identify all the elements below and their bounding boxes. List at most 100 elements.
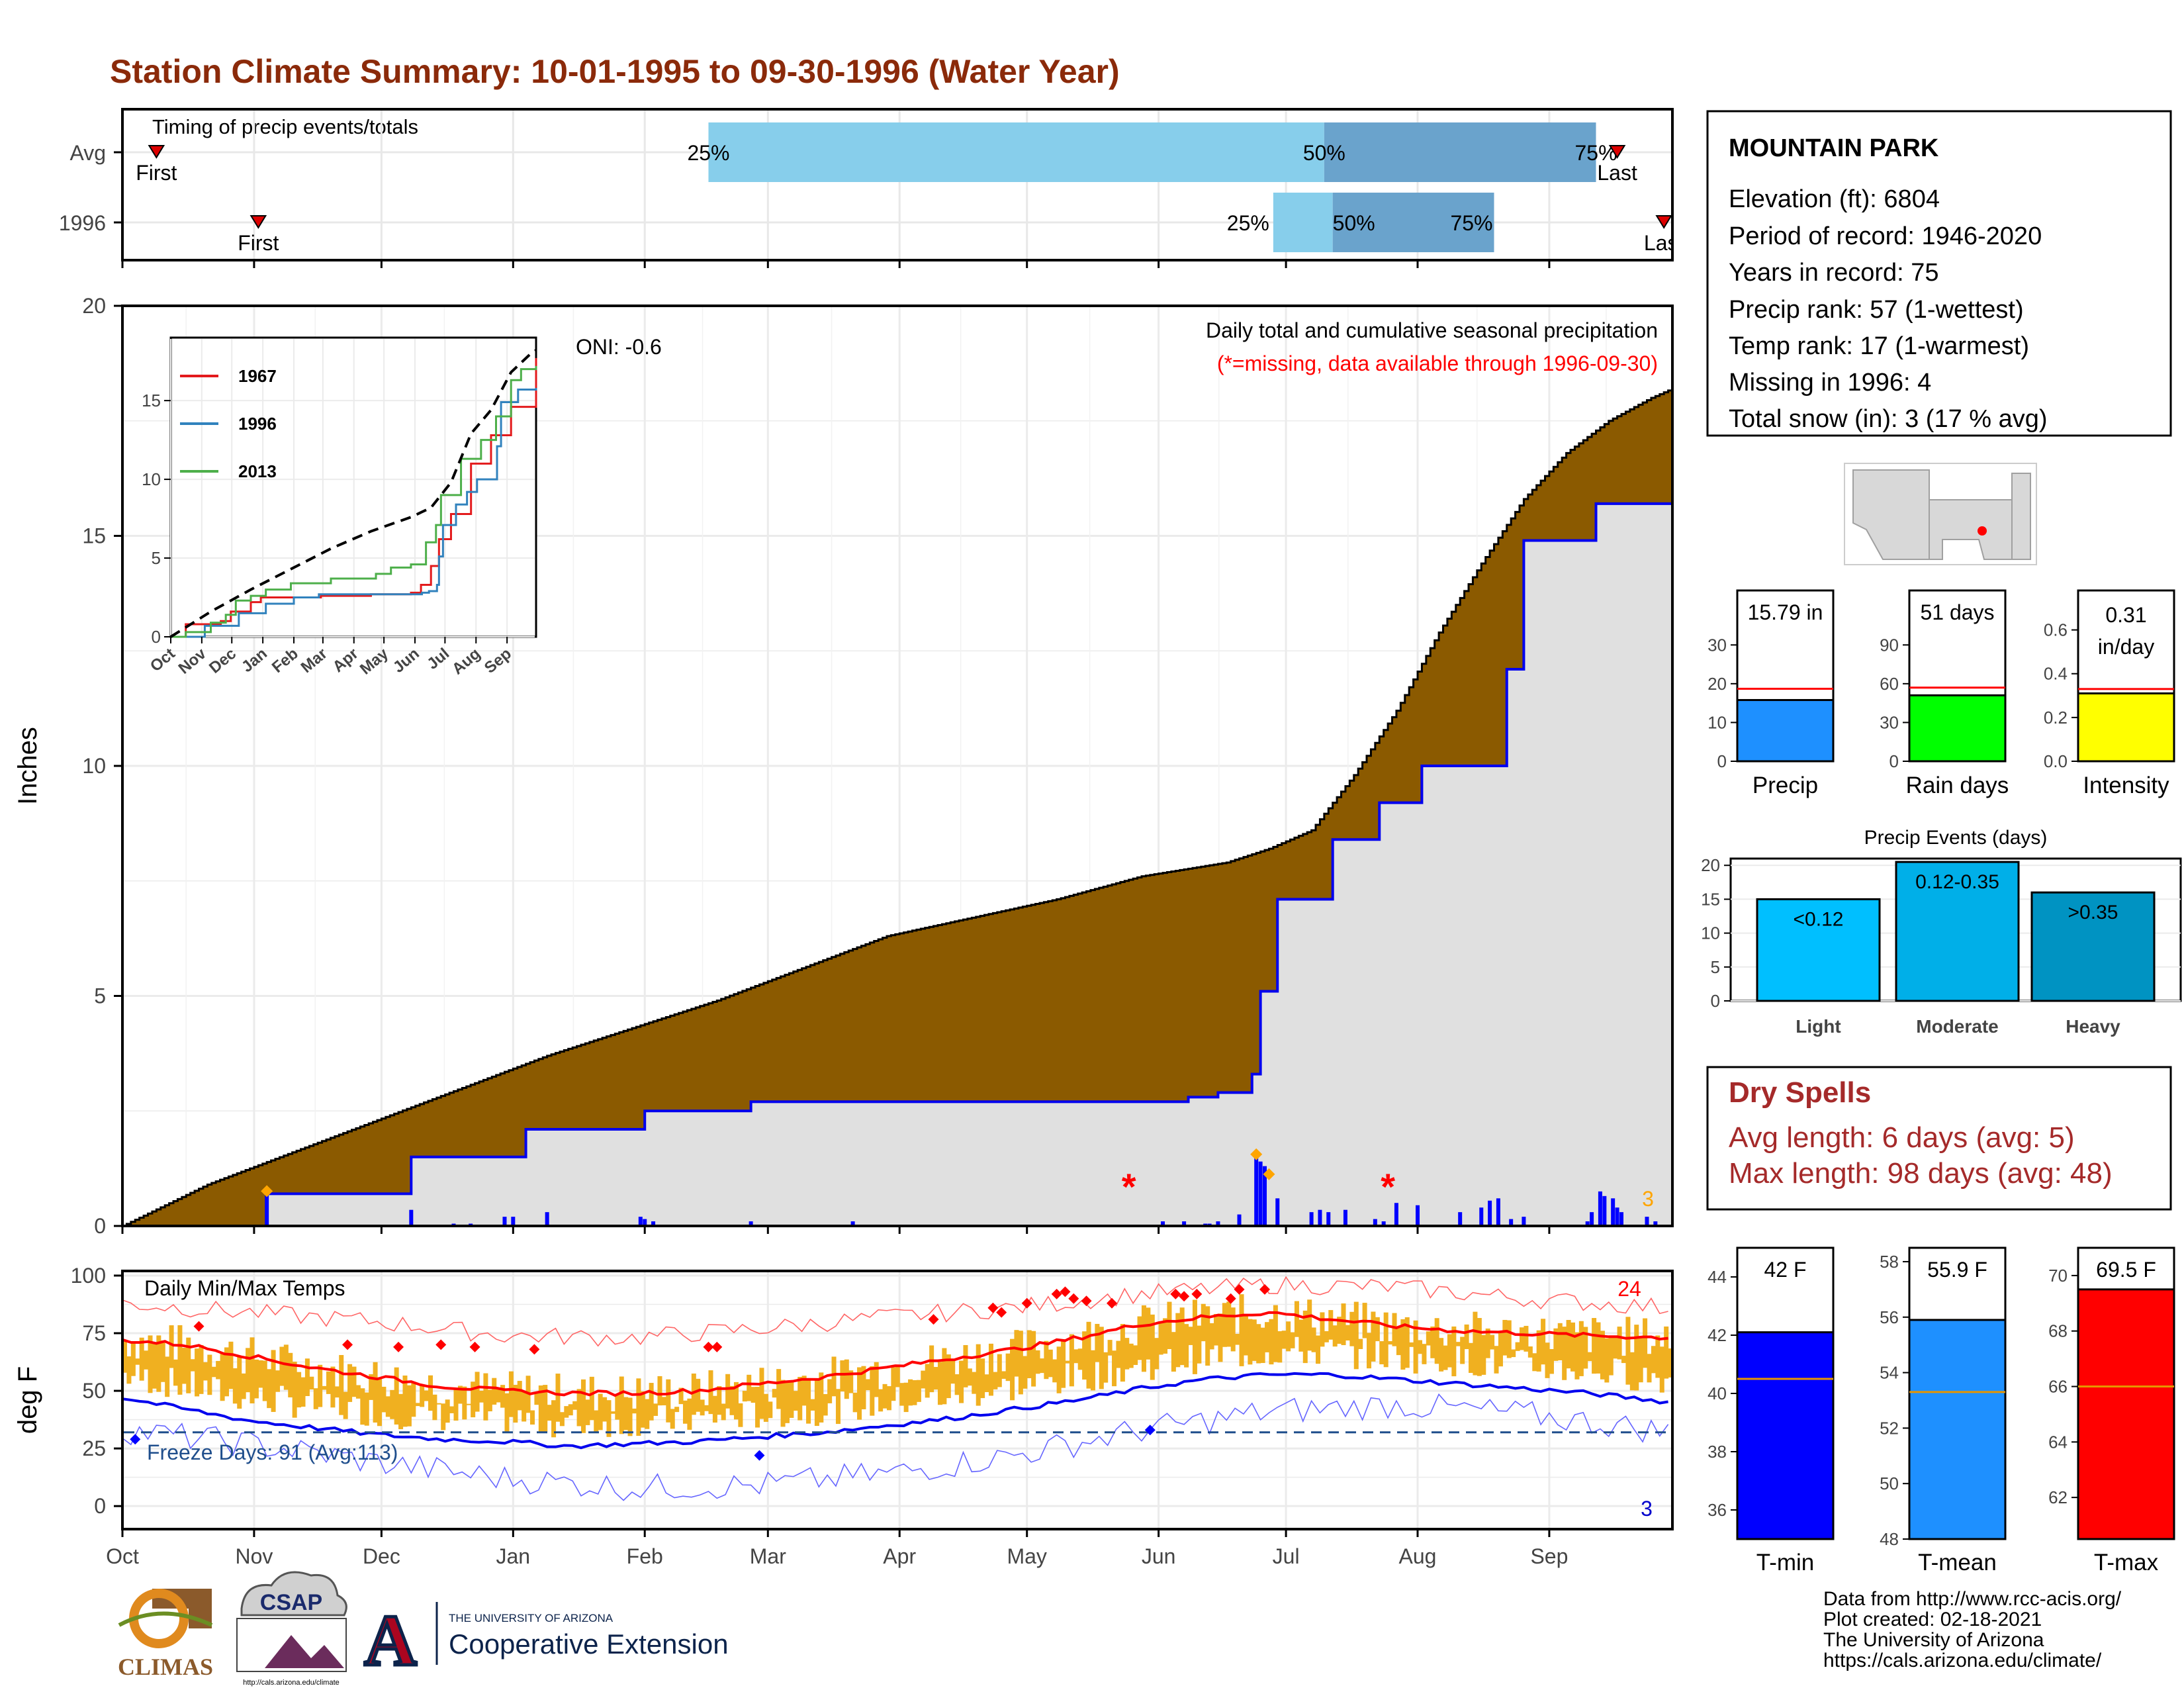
daily-temp-bar [262, 1360, 267, 1401]
y-tick-label: 15 [82, 524, 106, 548]
events-bar [2030, 891, 2156, 1002]
daily-precip-bar [1496, 1198, 1500, 1226]
y-tick-label: 10 [1701, 923, 1720, 943]
daily-temp-bar [916, 1380, 921, 1402]
daily-temp-bar [377, 1377, 383, 1427]
temp-summary-category-label: T-min [1756, 1550, 1815, 1575]
daily-temp-bar [1307, 1299, 1312, 1351]
daily-temp-bar [1625, 1317, 1631, 1385]
record-high-marker [996, 1307, 1007, 1318]
daily-temp-bar [789, 1381, 794, 1418]
daily-temp-bar [471, 1382, 476, 1418]
daily-precip-bar [1275, 1198, 1280, 1226]
daily-temp-bar [751, 1387, 756, 1403]
last-event-marker [1655, 215, 1672, 229]
daily-temp-bar [347, 1364, 353, 1402]
daily-temp-bar [929, 1345, 934, 1393]
daily-temp-bar [1214, 1314, 1219, 1346]
daily-temp-bar [721, 1403, 726, 1421]
daily-temp-bar [1349, 1311, 1355, 1346]
daily-temp-bar [780, 1380, 786, 1427]
daily-temp-bar [1447, 1334, 1452, 1368]
daily-precip-bar [651, 1221, 656, 1226]
daily-temp-bar [1014, 1330, 1019, 1377]
daily-temp-bar [1243, 1315, 1248, 1356]
events-bar-label: >0.35 [2068, 902, 2118, 923]
daily-temp-bar [747, 1374, 752, 1401]
footer-line: Plot created: 02-18-2021 [1823, 1609, 2042, 1630]
daily-temp-bar [1316, 1335, 1321, 1364]
daily-temp-bar [296, 1372, 302, 1408]
csap-url: http://cals.arizona.edu/climate [243, 1679, 340, 1687]
daily-precip-bar [1216, 1221, 1220, 1226]
daily-temp-bar [156, 1335, 161, 1392]
daily-temp-bar [657, 1376, 662, 1406]
summary-value-label: in/day [2098, 635, 2154, 659]
daily-temp-bar [1005, 1353, 1011, 1382]
daily-temp-bar [181, 1348, 187, 1384]
record-max-line [122, 1276, 1668, 1347]
daily-temp-bar [674, 1407, 680, 1413]
y-tick-label: 42 [1707, 1325, 1727, 1345]
daily-temp-bar [1659, 1346, 1664, 1393]
record-high-marker [1081, 1295, 1092, 1307]
temp-panel: deg F Daily Min/Max Temps Freeze Days: 9… [13, 1264, 1674, 1530]
record-high-marker [1179, 1291, 1190, 1302]
daily-temp-bar [649, 1383, 654, 1421]
university-small: THE UNIVERSITY OF ARIZONA [449, 1612, 614, 1624]
daily-temp-bar [691, 1373, 696, 1415]
quartile-label: 50% [1333, 211, 1375, 235]
station-line: Missing in 1996: 4 [1729, 369, 1931, 397]
daily-temp-bar [1422, 1344, 1427, 1364]
footer: Data from http://www.rcc-acis.org/ Plot … [1823, 1588, 2122, 1671]
y-tick-label: 66 [2048, 1377, 2068, 1397]
daily-temp-bar [1477, 1318, 1482, 1376]
daily-temp-bar [466, 1403, 471, 1405]
station-line: Precip rank: 57 (1-wettest) [1729, 296, 2024, 324]
daily-precip-bar [1615, 1207, 1619, 1226]
station-line: Temp rank: 17 (1-warmest) [1729, 332, 2029, 360]
university-letter: A [364, 1600, 416, 1681]
daily-temp-bar [475, 1372, 480, 1412]
daily-temp-bar [1179, 1307, 1185, 1366]
daily-temp-bar [432, 1394, 437, 1421]
daily-temp-bar [1400, 1319, 1406, 1370]
daily-temp-bar [687, 1398, 692, 1430]
record-high-marker [987, 1302, 999, 1313]
daily-temp-bar [950, 1360, 956, 1384]
daily-temp-bar [1065, 1360, 1070, 1364]
daily-temp-bar [203, 1362, 208, 1381]
last-event-marker [1608, 145, 1626, 159]
daily-temp-bar [729, 1385, 735, 1415]
daily-temp-bar [1545, 1342, 1550, 1378]
daily-temp-bar [1120, 1324, 1125, 1382]
obs-cumulative-area [122, 498, 1672, 1226]
quartile-bar-upper [1324, 122, 1596, 182]
daily-temp-bar [946, 1354, 951, 1399]
y-tick-label: 75 [82, 1321, 106, 1345]
daily-temp-bar [385, 1396, 390, 1417]
y-tick-label: 54 [1880, 1363, 1899, 1383]
month-label: Mar [750, 1544, 786, 1568]
daily-temp-bar [1311, 1327, 1316, 1352]
daily-temp-bar [755, 1387, 760, 1428]
daily-temp-bar [1481, 1335, 1486, 1375]
daily-precip-bar [1161, 1221, 1165, 1226]
footer-line: https://cals.arizona.edu/climate/ [1823, 1650, 2102, 1671]
daily-temp-bar [1460, 1336, 1465, 1364]
daily-temp-bar [1409, 1342, 1414, 1347]
daily-temp-bar [394, 1367, 399, 1425]
daily-temp-bar [1647, 1354, 1652, 1383]
temp-summary-value-label: 42 F [1764, 1258, 1806, 1282]
temp-summary-bar [2077, 1288, 2175, 1540]
daily-temp-bar [1001, 1371, 1007, 1379]
daily-temp-bar [870, 1366, 875, 1416]
station-line: Period of record: 1946-2020 [1729, 222, 2042, 250]
daily-temp-bar [1277, 1331, 1283, 1363]
university-big: Cooperative Extension [449, 1628, 729, 1660]
y-tick-label: 10 [82, 754, 106, 778]
missing-marker: * [1122, 1166, 1136, 1207]
daily-temp-bar [351, 1366, 357, 1397]
station-name: MOUNTAIN PARK [1729, 134, 1939, 162]
daily-temp-bar [424, 1390, 429, 1401]
